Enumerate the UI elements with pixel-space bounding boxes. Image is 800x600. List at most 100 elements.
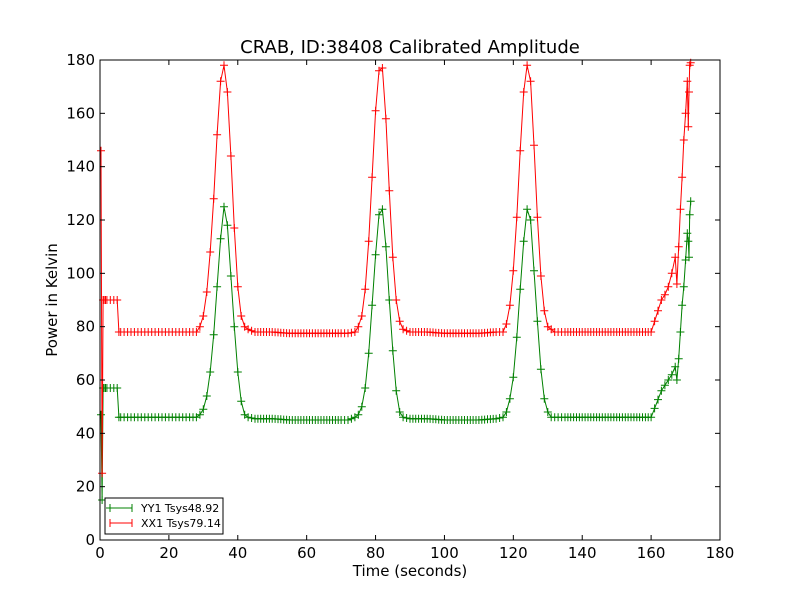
data-point	[113, 384, 122, 392]
data-point	[371, 106, 380, 115]
data-point	[388, 346, 397, 355]
plot-frame	[99, 59, 721, 541]
data-point	[533, 213, 542, 222]
data-point	[683, 77, 692, 86]
data-point	[113, 296, 122, 304]
data-point	[226, 152, 235, 160]
data-point	[536, 272, 545, 280]
data-point	[657, 296, 666, 304]
data-point	[385, 186, 394, 195]
data-point	[679, 136, 688, 144]
data-point	[679, 282, 688, 291]
data-point	[671, 253, 680, 262]
data-point	[526, 216, 535, 224]
data-point	[647, 413, 656, 422]
x-axis: 0 20 40 60 80 100 120 140 160 180	[95, 60, 734, 562]
data-point	[685, 253, 693, 262]
data-point	[388, 253, 397, 262]
y-tick-label: 80	[76, 318, 95, 336]
data-point	[502, 320, 511, 328]
data-point	[495, 414, 504, 422]
plot-area	[97, 58, 695, 504]
data-point	[97, 410, 105, 419]
data-point	[368, 173, 377, 182]
data-point	[540, 394, 549, 403]
data-point	[684, 237, 693, 246]
data-point	[97, 146, 105, 155]
data-point	[199, 405, 208, 414]
data-point	[230, 224, 239, 232]
chart-title: CRAB, ID:38408 Calibrated Amplitude	[240, 37, 580, 58]
data-point	[667, 269, 676, 278]
data-point	[660, 381, 669, 390]
x-tick-label: 80	[366, 544, 385, 562]
data-point	[657, 386, 666, 395]
x-tick-label: 20	[159, 544, 178, 562]
data-point	[536, 365, 545, 374]
y-tick-label: 40	[76, 424, 95, 442]
data-point	[247, 414, 256, 422]
data-point	[192, 328, 201, 336]
data-point	[199, 312, 208, 320]
data-point	[681, 109, 690, 118]
data-point	[357, 402, 366, 411]
data-point	[499, 413, 507, 422]
data-point	[392, 296, 401, 304]
data-point	[519, 88, 528, 96]
data-point	[344, 416, 352, 424]
y-tick-label: 160	[66, 104, 95, 122]
y-axis-label: Power in Kelvin	[43, 243, 61, 357]
y-tick-label: 120	[66, 211, 95, 229]
data-point	[674, 242, 683, 251]
data-point	[216, 77, 225, 86]
data-point	[226, 272, 235, 280]
data-point	[378, 205, 387, 214]
series-xx1	[97, 58, 695, 478]
data-point	[209, 194, 218, 203]
data-point	[509, 266, 518, 275]
data-point	[519, 237, 528, 246]
data-point	[206, 368, 215, 376]
data-point	[678, 301, 687, 310]
data-point	[399, 413, 408, 422]
data-point	[672, 376, 681, 384]
data-point	[364, 237, 373, 246]
data-point	[533, 317, 542, 326]
data-point	[660, 290, 669, 299]
data-point	[674, 354, 683, 363]
data-point	[98, 469, 107, 478]
data-point	[354, 322, 363, 331]
data-point	[516, 146, 525, 155]
data-point	[361, 285, 370, 294]
data-point	[671, 362, 680, 371]
data-point	[667, 370, 676, 379]
data-point	[378, 64, 387, 72]
data-point	[364, 349, 373, 358]
data-point	[402, 414, 411, 422]
data-point	[220, 61, 228, 70]
data-point	[512, 213, 521, 222]
data-point	[650, 317, 659, 326]
data-point	[381, 242, 390, 251]
data-point	[540, 306, 549, 315]
data-point	[512, 333, 521, 342]
data-point	[195, 322, 204, 331]
data-point	[530, 266, 538, 275]
data-point	[647, 328, 656, 336]
data-point	[502, 408, 511, 416]
data-point	[237, 397, 246, 406]
y-tick-label: 20	[76, 478, 95, 496]
data-point	[233, 368, 242, 376]
x-tick-label: 120	[499, 544, 528, 562]
data-point	[392, 386, 401, 395]
y-tick-label: 140	[66, 158, 95, 176]
data-point	[357, 312, 366, 320]
data-point	[385, 296, 394, 304]
data-point	[686, 197, 695, 206]
y-tick-label: 0	[85, 531, 95, 549]
x-axis-label: Time (seconds)	[352, 562, 468, 580]
data-point	[399, 325, 408, 334]
data-point	[685, 88, 693, 96]
x-tick-label: 180	[706, 544, 735, 562]
